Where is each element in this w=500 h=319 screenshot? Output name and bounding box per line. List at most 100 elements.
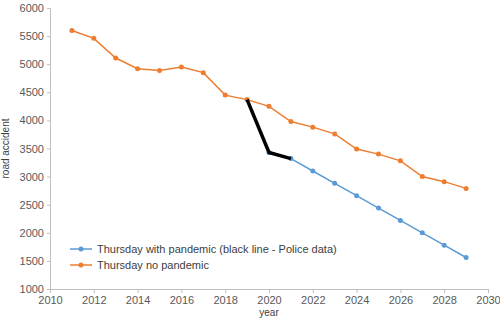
x-tick: 2026	[389, 289, 413, 306]
y-tick-label: 4500	[20, 86, 44, 98]
plot-area	[69, 28, 468, 260]
series-marker	[267, 104, 272, 109]
y-axis: 1000 1500 2000 2500 3000 3500 4000 4500 5000 5500…	[20, 2, 51, 295]
series-marker	[398, 158, 403, 163]
series-marker	[201, 70, 206, 75]
series-marker	[310, 168, 315, 173]
x-tick: 2024	[345, 289, 369, 306]
y-tick: 5000	[20, 58, 50, 70]
y-tick-label: 3000	[20, 171, 44, 183]
series-marker	[69, 28, 74, 33]
x-tick-label: 2010	[38, 294, 62, 306]
legend-marker	[79, 247, 84, 252]
legend-entry: Thursday with pandemic (black line - Pol…	[70, 243, 337, 255]
y-tick-label: 1000	[20, 283, 44, 295]
y-tick: 2500	[20, 199, 50, 211]
y-tick: 4500	[20, 86, 50, 98]
y-tick: 2000	[20, 227, 50, 239]
x-tick-label: 2022	[301, 294, 325, 306]
y-tick-mark	[47, 8, 50, 9]
x-tick-mark	[313, 289, 314, 293]
series-marker	[464, 255, 469, 260]
legend: Thursday with pandemic (black line - Pol…	[70, 243, 337, 271]
series-marker	[354, 193, 359, 198]
series-marker	[464, 186, 469, 191]
y-tick-mark	[47, 261, 50, 262]
series-marker	[354, 147, 359, 152]
series-marker	[442, 179, 447, 184]
series-marker	[223, 93, 228, 98]
x-tick-mark	[269, 289, 270, 293]
series-marker	[420, 174, 425, 179]
x-tick: 2030	[476, 289, 500, 306]
y-tick: 3500	[20, 143, 50, 155]
series-marker	[376, 206, 381, 211]
x-axis-title: year	[259, 307, 279, 318]
series-marker	[398, 218, 403, 223]
series-marker	[113, 56, 118, 61]
x-axis: 2010201220142016201820202022202420262028…	[38, 289, 500, 306]
y-tick-mark	[47, 177, 50, 178]
series-marker	[179, 65, 184, 70]
series-marker	[310, 125, 315, 130]
y-tick-label: 6000	[20, 2, 44, 14]
series-marker	[135, 66, 140, 71]
y-tick: 5500	[20, 30, 50, 42]
y-tick-label: 3500	[20, 143, 44, 155]
x-tick-mark	[488, 289, 489, 293]
series-marker	[91, 36, 96, 41]
legend-label: Thursday with pandemic (black line - Pol…	[97, 243, 337, 255]
y-tick-mark	[47, 205, 50, 206]
y-tick: 3000	[20, 171, 50, 183]
y-tick: 6000	[20, 2, 50, 14]
y-tick-mark	[47, 233, 50, 234]
series-marker	[332, 131, 337, 136]
y-tick-mark	[47, 92, 50, 93]
series-marker	[420, 230, 425, 235]
y-tick-mark	[47, 120, 50, 121]
x-tick-label: 2012	[82, 294, 106, 306]
y-tick-label: 5500	[20, 30, 44, 42]
series-marker	[376, 152, 381, 157]
series-marker	[332, 181, 337, 186]
x-tick-label: 2018	[213, 294, 237, 306]
x-tick-label: 2030	[476, 294, 500, 306]
x-tick: 2014	[126, 289, 150, 306]
x-tick-label: 2024	[345, 294, 369, 306]
series-line	[247, 100, 291, 159]
chart: 2010201220142016201820202022202420262028…	[0, 0, 500, 319]
x-tick: 2028	[432, 289, 456, 306]
x-tick-mark	[94, 289, 95, 293]
y-axis-line	[47, 9, 51, 290]
x-tick-mark	[400, 289, 401, 293]
x-tick: 2022	[301, 289, 325, 306]
x-tick-label: 2026	[389, 294, 413, 306]
y-tick: 1500	[20, 255, 50, 267]
series-marker	[442, 243, 447, 248]
y-tick-mark	[47, 289, 50, 290]
y-tick-mark	[47, 36, 50, 37]
x-tick-mark	[225, 289, 226, 293]
x-tick: 2020	[257, 289, 281, 306]
x-tick-label: 2028	[432, 294, 456, 306]
legend-marker	[79, 263, 84, 268]
legend-label: Thursday no pandemic	[97, 259, 209, 271]
x-tick-label: 2014	[126, 294, 150, 306]
y-tick-label: 4000	[20, 114, 44, 126]
y-tick-label: 2000	[20, 227, 44, 239]
series-marker	[288, 119, 293, 124]
y-tick-mark	[47, 64, 50, 65]
y-tick-mark	[47, 149, 50, 150]
y-tick: 4000	[20, 114, 50, 126]
x-tick: 2012	[82, 289, 106, 306]
y-tick-label: 1500	[20, 255, 44, 267]
legend-entry: Thursday no pandemic	[70, 259, 209, 271]
y-tick-label: 2500	[20, 199, 44, 211]
x-tick-mark	[181, 289, 182, 293]
series-marker	[157, 68, 162, 73]
x-tick-mark	[444, 289, 445, 293]
x-tick-mark	[138, 289, 139, 293]
series-line	[269, 152, 466, 257]
series-line	[72, 30, 466, 188]
y-tick: 1000	[20, 283, 50, 295]
